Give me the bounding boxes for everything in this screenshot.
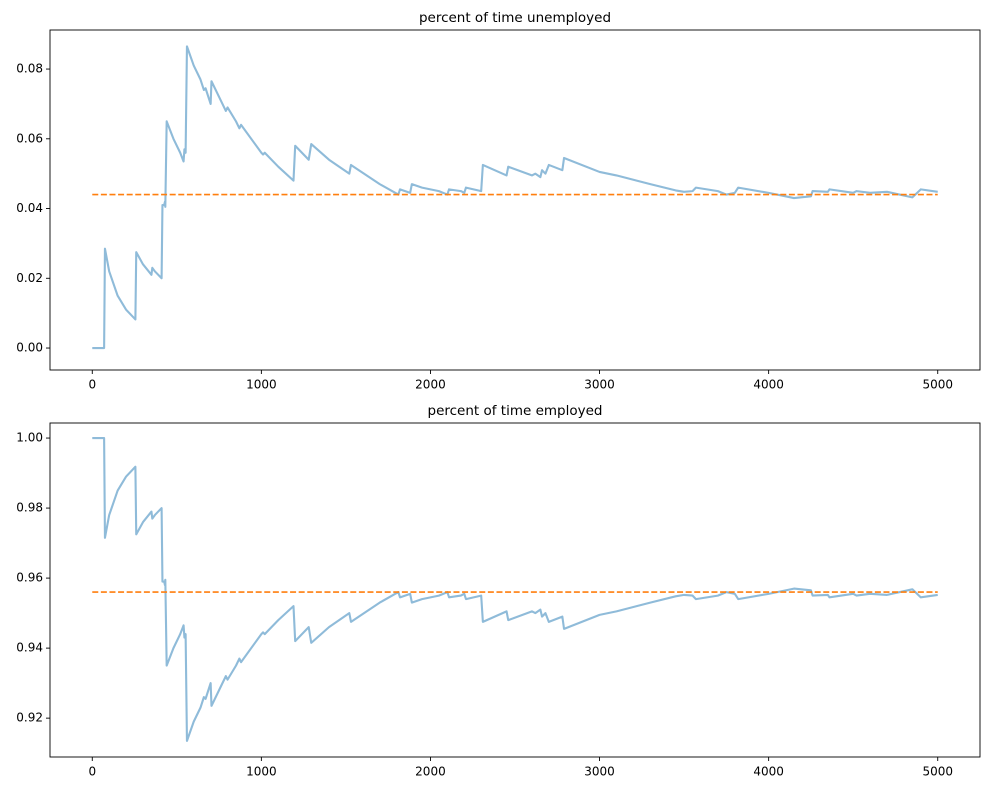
x-tick-label: 4000 bbox=[753, 765, 784, 779]
chart-title: percent of time employed bbox=[428, 403, 603, 419]
y-tick-label: 0.00 bbox=[16, 341, 43, 355]
x-tick-label: 5000 bbox=[922, 378, 953, 392]
y-tick-label: 0.92 bbox=[16, 711, 43, 725]
y-tick-label: 0.08 bbox=[16, 62, 43, 76]
x-tick-label: 0 bbox=[88, 378, 96, 392]
x-tick-label: 0 bbox=[88, 765, 96, 779]
x-tick-label: 5000 bbox=[922, 765, 953, 779]
y-tick-label: 1.00 bbox=[16, 431, 43, 445]
x-tick-label: 1000 bbox=[246, 378, 277, 392]
line-series bbox=[92, 45, 938, 350]
y-tick-label: 0.06 bbox=[16, 131, 43, 145]
x-tick-label: 2000 bbox=[415, 378, 446, 392]
line-series bbox=[92, 437, 938, 742]
x-tick-label: 4000 bbox=[753, 378, 784, 392]
chart-title: percent of time unemployed bbox=[419, 10, 611, 26]
axes-frame bbox=[49, 422, 981, 758]
x-tick-label: 2000 bbox=[415, 765, 446, 779]
y-tick-label: 0.02 bbox=[16, 271, 43, 285]
x-tick-label: 3000 bbox=[584, 378, 615, 392]
x-tick-label: 3000 bbox=[584, 765, 615, 779]
axes-frame bbox=[49, 29, 981, 371]
y-tick-label: 0.94 bbox=[16, 641, 43, 655]
x-tick-label: 1000 bbox=[246, 765, 277, 779]
y-tick-label: 0.96 bbox=[16, 571, 43, 585]
y-tick-label: 0.04 bbox=[16, 201, 43, 215]
y-tick-label: 0.98 bbox=[16, 501, 43, 515]
